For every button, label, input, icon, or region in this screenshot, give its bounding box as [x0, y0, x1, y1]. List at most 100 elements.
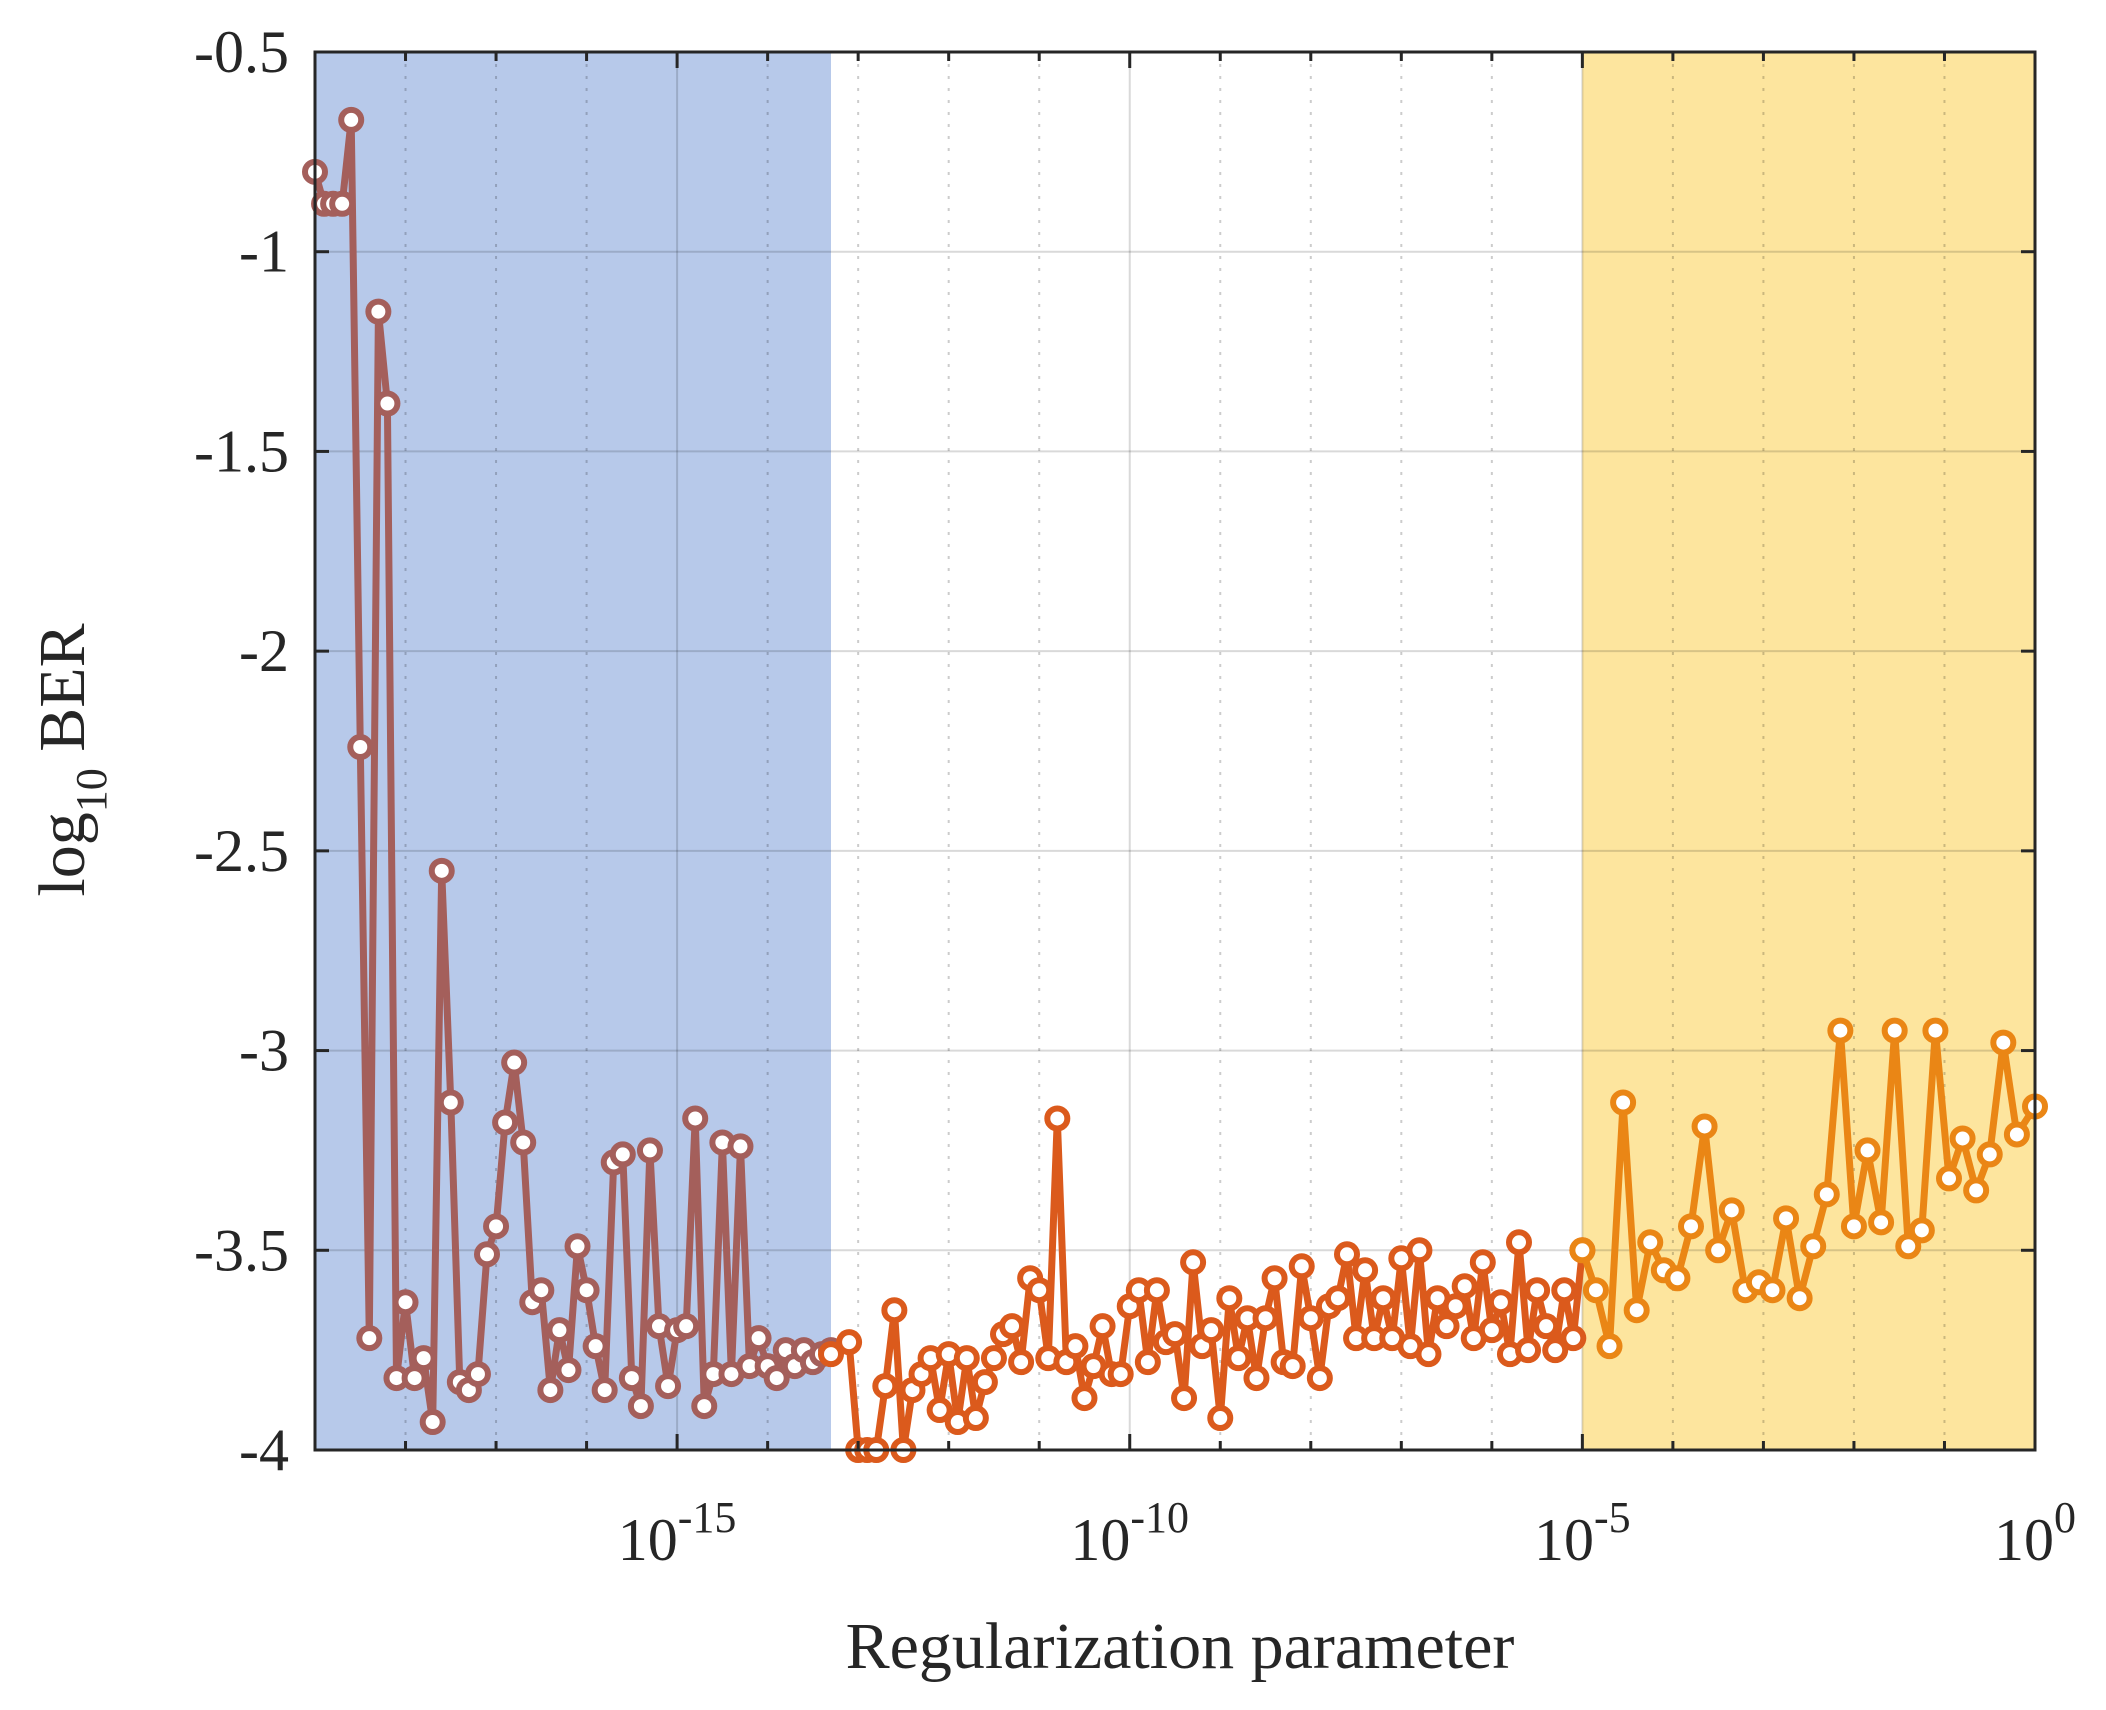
series-1-point — [546, 1317, 573, 1344]
x-tick-label-base: 10 — [1070, 1507, 1130, 1573]
series-2-point — [953, 1345, 980, 1372]
y-tick-label: -2 — [239, 618, 289, 684]
series-3-point — [1990, 1029, 2017, 1056]
series-1-point — [528, 1277, 555, 1304]
x-tick-label-base: 10 — [1534, 1507, 1594, 1573]
series-2-point — [1478, 1317, 1505, 1344]
series-2-point — [1252, 1305, 1279, 1332]
series-2-point — [1261, 1265, 1288, 1292]
series-1-point — [474, 1241, 500, 1268]
series-1-point — [347, 734, 374, 761]
x-axis-label: Regularization parameter — [846, 1610, 1515, 1683]
series-3-point — [1705, 1237, 1732, 1264]
x-tick-label-exponent: 0 — [2054, 1493, 2076, 1542]
series-2-point — [1406, 1237, 1433, 1264]
series-1-point — [374, 390, 401, 417]
x-tick-label-base: 10 — [1994, 1507, 2054, 1573]
series-3-point — [1827, 1017, 1854, 1044]
tick-labels: -0.5-1-1.5-2-2.5-3-3.5-410-15 10-10 10-5 10… — [194, 19, 2076, 1573]
series-3-point — [1691, 1113, 1718, 1140]
series-2-point — [1288, 1253, 1315, 1280]
series-2-point — [962, 1405, 989, 1432]
series-1-point — [537, 1377, 564, 1404]
x-tick-label-exponent: -10 — [1130, 1493, 1189, 1542]
series-2-point — [1180, 1249, 1207, 1276]
series-2-point — [1198, 1317, 1225, 1344]
series-3-point — [1800, 1233, 1827, 1260]
x-tick-label: 10-10 — [1070, 1493, 1189, 1573]
y-tick-label: -1 — [239, 219, 289, 285]
series-2-point — [1524, 1277, 1551, 1304]
series-3-point — [1976, 1141, 2003, 1168]
series-1-point — [582, 1333, 609, 1360]
series-2-point — [1225, 1345, 1252, 1372]
data-series — [302, 106, 2048, 1463]
series-2-point — [980, 1345, 1007, 1372]
series-1-point — [655, 1373, 682, 1400]
series-3-point — [1582, 1277, 1609, 1304]
series-1-point — [618, 1365, 645, 1392]
series-2-point — [1533, 1313, 1560, 1340]
plot-frame — [313, 50, 2037, 1452]
series-3-point — [1881, 1017, 1908, 1044]
series-2-point — [1026, 1277, 1053, 1304]
y-tick-label: -3 — [239, 1018, 289, 1084]
series-2-point — [1044, 1105, 1071, 1132]
series-3-point — [1596, 1333, 1623, 1360]
series-1-point — [464, 1361, 491, 1388]
axis-ticks — [313, 50, 2037, 1452]
series-2-point — [1062, 1333, 1089, 1360]
series-1-point — [437, 1089, 464, 1116]
series-1-point — [591, 1377, 618, 1404]
series-2-point — [999, 1313, 1026, 1340]
series-2-point — [1451, 1273, 1478, 1300]
series-1-point — [573, 1277, 600, 1304]
series-2-point — [1560, 1325, 1587, 1352]
series-1-point — [763, 1365, 790, 1392]
series-2-point — [836, 1329, 863, 1356]
series-2-point — [1143, 1277, 1170, 1304]
series-3-point — [1908, 1217, 1935, 1244]
series-1-point — [727, 1133, 754, 1160]
series-1-point — [483, 1213, 510, 1240]
series-2-point — [1134, 1349, 1161, 1376]
series-1-point — [609, 1141, 636, 1168]
series-line-1 — [311, 116, 835, 1426]
series-2-point — [1352, 1257, 1379, 1284]
series-1-point — [338, 106, 365, 133]
series-3-point — [1922, 1017, 1949, 1044]
shaded-regions — [315, 52, 2035, 1450]
series-1-point — [673, 1313, 700, 1340]
series-2-point — [1487, 1289, 1514, 1316]
series-3-point — [1623, 1297, 1650, 1324]
series-1-point — [564, 1233, 591, 1260]
series-2-point — [1442, 1293, 1469, 1320]
y-tick-label: -0.5 — [194, 19, 289, 85]
series-2-point — [1107, 1361, 1134, 1388]
series-2-point — [1542, 1337, 1569, 1364]
series-3-point — [1637, 1229, 1664, 1256]
series-1-point — [627, 1393, 654, 1420]
series-3-point — [1840, 1213, 1867, 1240]
series-3-point — [1936, 1165, 1962, 1192]
series-1-point — [682, 1105, 709, 1132]
series-3-point — [1786, 1285, 1813, 1312]
series-1-point — [510, 1129, 537, 1156]
series-2-point — [1306, 1365, 1333, 1392]
series-1-point — [392, 1289, 419, 1316]
series-2-point — [1243, 1365, 1270, 1392]
series-2-point — [1089, 1313, 1116, 1340]
y-tick-label: -4 — [239, 1417, 289, 1483]
series-2-point — [872, 1373, 899, 1400]
series-3-point — [1678, 1213, 1704, 1240]
series-2-point — [1469, 1249, 1496, 1276]
series-2-point — [1207, 1405, 1234, 1432]
series-2-point — [1551, 1277, 1578, 1304]
series-1-point — [419, 1409, 446, 1436]
series-1-point — [745, 1325, 772, 1352]
series-1-point — [691, 1393, 718, 1420]
x-tick-label: 10-5 — [1534, 1493, 1631, 1573]
x-tick-label-exponent: -5 — [1594, 1493, 1631, 1542]
series-2-point — [1162, 1321, 1188, 1348]
